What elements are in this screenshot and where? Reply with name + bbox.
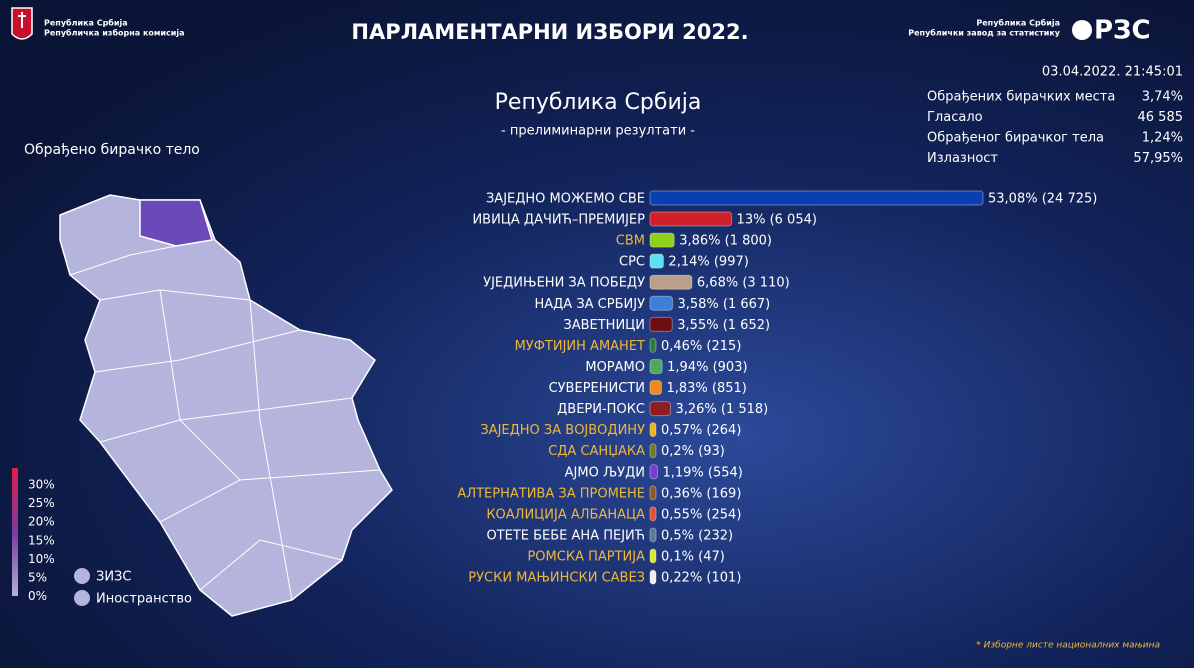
value-label: 0,57% (264) (661, 423, 741, 438)
category-label: ИВИЦА ДАЧИЋ–ПРЕМИЈЕР (472, 213, 645, 228)
bar (649, 316, 673, 332)
bar (649, 548, 657, 564)
left-logo (11, 7, 33, 40)
category-label: ЗАЈЕДНО ЗА ВОЈВОДИНУ (480, 423, 645, 438)
category-label: УЈЕДИЊЕНИ ЗА ПОБЕДУ (483, 276, 645, 291)
category-label: ДВЕРИ-ПОКС (557, 402, 645, 417)
value-label: 3,55% (1 652) (677, 318, 770, 333)
category-label: АЈМО ЉУДИ (565, 465, 645, 480)
logo-text: РЗС (1094, 16, 1151, 46)
bar (649, 380, 662, 396)
stat-value: 3,74% (1142, 90, 1183, 105)
legend-tick-label: 5% (28, 571, 47, 585)
stats: Обрађених бирачких места 3,74% Гласало 46 5… (927, 90, 1183, 167)
value-label: 3,86% (1 800) (679, 234, 772, 249)
category-label: НАДА ЗА СРБИЈУ (534, 297, 645, 312)
stat-value: 46 585 (1138, 110, 1184, 125)
category-label: АЛТЕРНАТИВА ЗА ПРОМЕНЕ (457, 486, 645, 501)
category-label: СРС (619, 255, 645, 270)
bar (649, 569, 657, 585)
value-label: 0,55% (254) (661, 507, 741, 522)
stat-label: Обрађеног бирачког тела (927, 131, 1104, 146)
category-label: ЗАЈЕДНО МОЖЕМО СВЕ (486, 192, 645, 207)
logo-mark (1072, 20, 1092, 40)
stat-label: Излазност (927, 151, 998, 166)
category-label: РОМСКА ПАРТИЈА (527, 550, 645, 565)
value-label: 0,46% (215) (661, 339, 741, 354)
value-label: 6,68% (3 110) (697, 276, 790, 291)
bar (649, 443, 657, 459)
datetime: 03.04.2022. 21:45:01 (1042, 65, 1183, 80)
category-label: ЗАВЕТНИЦИ (563, 318, 645, 333)
bar (649, 211, 733, 227)
category-label: СВМ (616, 234, 645, 249)
value-label: 2,14% (997) (668, 255, 748, 270)
stat-label: Обрађених бирачких места (927, 90, 1115, 105)
value-label: 1,83% (851) (666, 381, 746, 396)
legend-tick-label: 10% (28, 552, 55, 566)
chart-subtitle: - прелиминарни резултати - (501, 124, 695, 139)
category-label: РУСКИ МАЊИНСКИ САВЕЗ (468, 571, 645, 586)
value-label: 0,5% (232) (661, 528, 733, 543)
value-label: 1,19% (554) (662, 465, 742, 480)
value-label: 3,26% (1 518) (675, 402, 768, 417)
legend-item: Иностранство (96, 592, 192, 607)
bar (649, 506, 657, 522)
value-label: 1,94% (903) (667, 360, 747, 375)
bar (649, 422, 657, 438)
bar (649, 274, 693, 290)
bar (649, 485, 657, 501)
bar (649, 358, 663, 374)
legend-tick-label: 0% (28, 589, 47, 603)
legend-tick-label: 25% (28, 496, 55, 510)
legend-tick-label: 15% (28, 533, 55, 547)
value-label: 53,08% (24 725) (988, 192, 1097, 207)
bar (649, 232, 675, 248)
stat-value: 57,95% (1133, 151, 1183, 166)
bar (649, 527, 657, 543)
category-label: МУФТИЈИН АМАНЕТ (515, 339, 645, 354)
logo-text: Република Србија (976, 18, 1060, 28)
legend-dot (74, 568, 90, 584)
chart-title: Република Србија (495, 90, 702, 115)
category-label: ОТЕТЕ БЕБЕ АНА ПЕЈИЋ (486, 528, 645, 543)
value-label: 0,36% (169) (661, 486, 741, 501)
page-title: ПАРЛАМЕНТАРНИ ИЗБОРИ 2022. (351, 20, 748, 44)
logo-text: Република Србија (44, 18, 128, 28)
value-label: 3,58% (1 667) (677, 297, 770, 312)
bar (649, 401, 671, 417)
map (59, 194, 393, 617)
legend-item: ЗИЗС (96, 570, 131, 585)
stat-value: 1,24% (1142, 131, 1183, 146)
legend-tick-label: 20% (28, 515, 55, 529)
category-label: КОАЛИЦИЈА АЛБАНАЦА (486, 507, 645, 522)
value-label: 0,2% (93) (661, 444, 725, 459)
category-label: СУВЕРЕНИСТИ (549, 381, 645, 396)
bar (649, 190, 984, 206)
value-label: 0,1% (47) (661, 550, 725, 565)
footnote: * Изборне листе националних мањина (976, 641, 1160, 651)
map-legend-scale (12, 468, 18, 596)
value-label: 13% (6 054) (737, 213, 817, 228)
logo-text: Републичка изборна комисија (44, 28, 185, 38)
bar (649, 337, 657, 353)
logo-text: Републички завод за статистику (908, 28, 1061, 38)
map-title: Обрађено бирачко тело (24, 142, 200, 158)
category-label: СДА САНЏАКА (548, 444, 645, 459)
value-label: 0,22% (101) (661, 571, 741, 586)
legend-dot (74, 590, 90, 606)
bar (649, 253, 664, 269)
bar (649, 464, 658, 480)
stat-label: Гласало (927, 110, 983, 125)
chart: ЗАЈЕДНО МОЖЕМО СВЕ 53,08% (24 725) ИВИЦА Д… (457, 190, 1097, 586)
legend-tick-label: 30% (28, 478, 55, 492)
bar (649, 295, 673, 311)
map-legend: 30% 25% 20% 15% 10% 5% 0% ЗИЗС Иностранство (28, 478, 192, 607)
category-label: МОРАМО (585, 360, 645, 375)
